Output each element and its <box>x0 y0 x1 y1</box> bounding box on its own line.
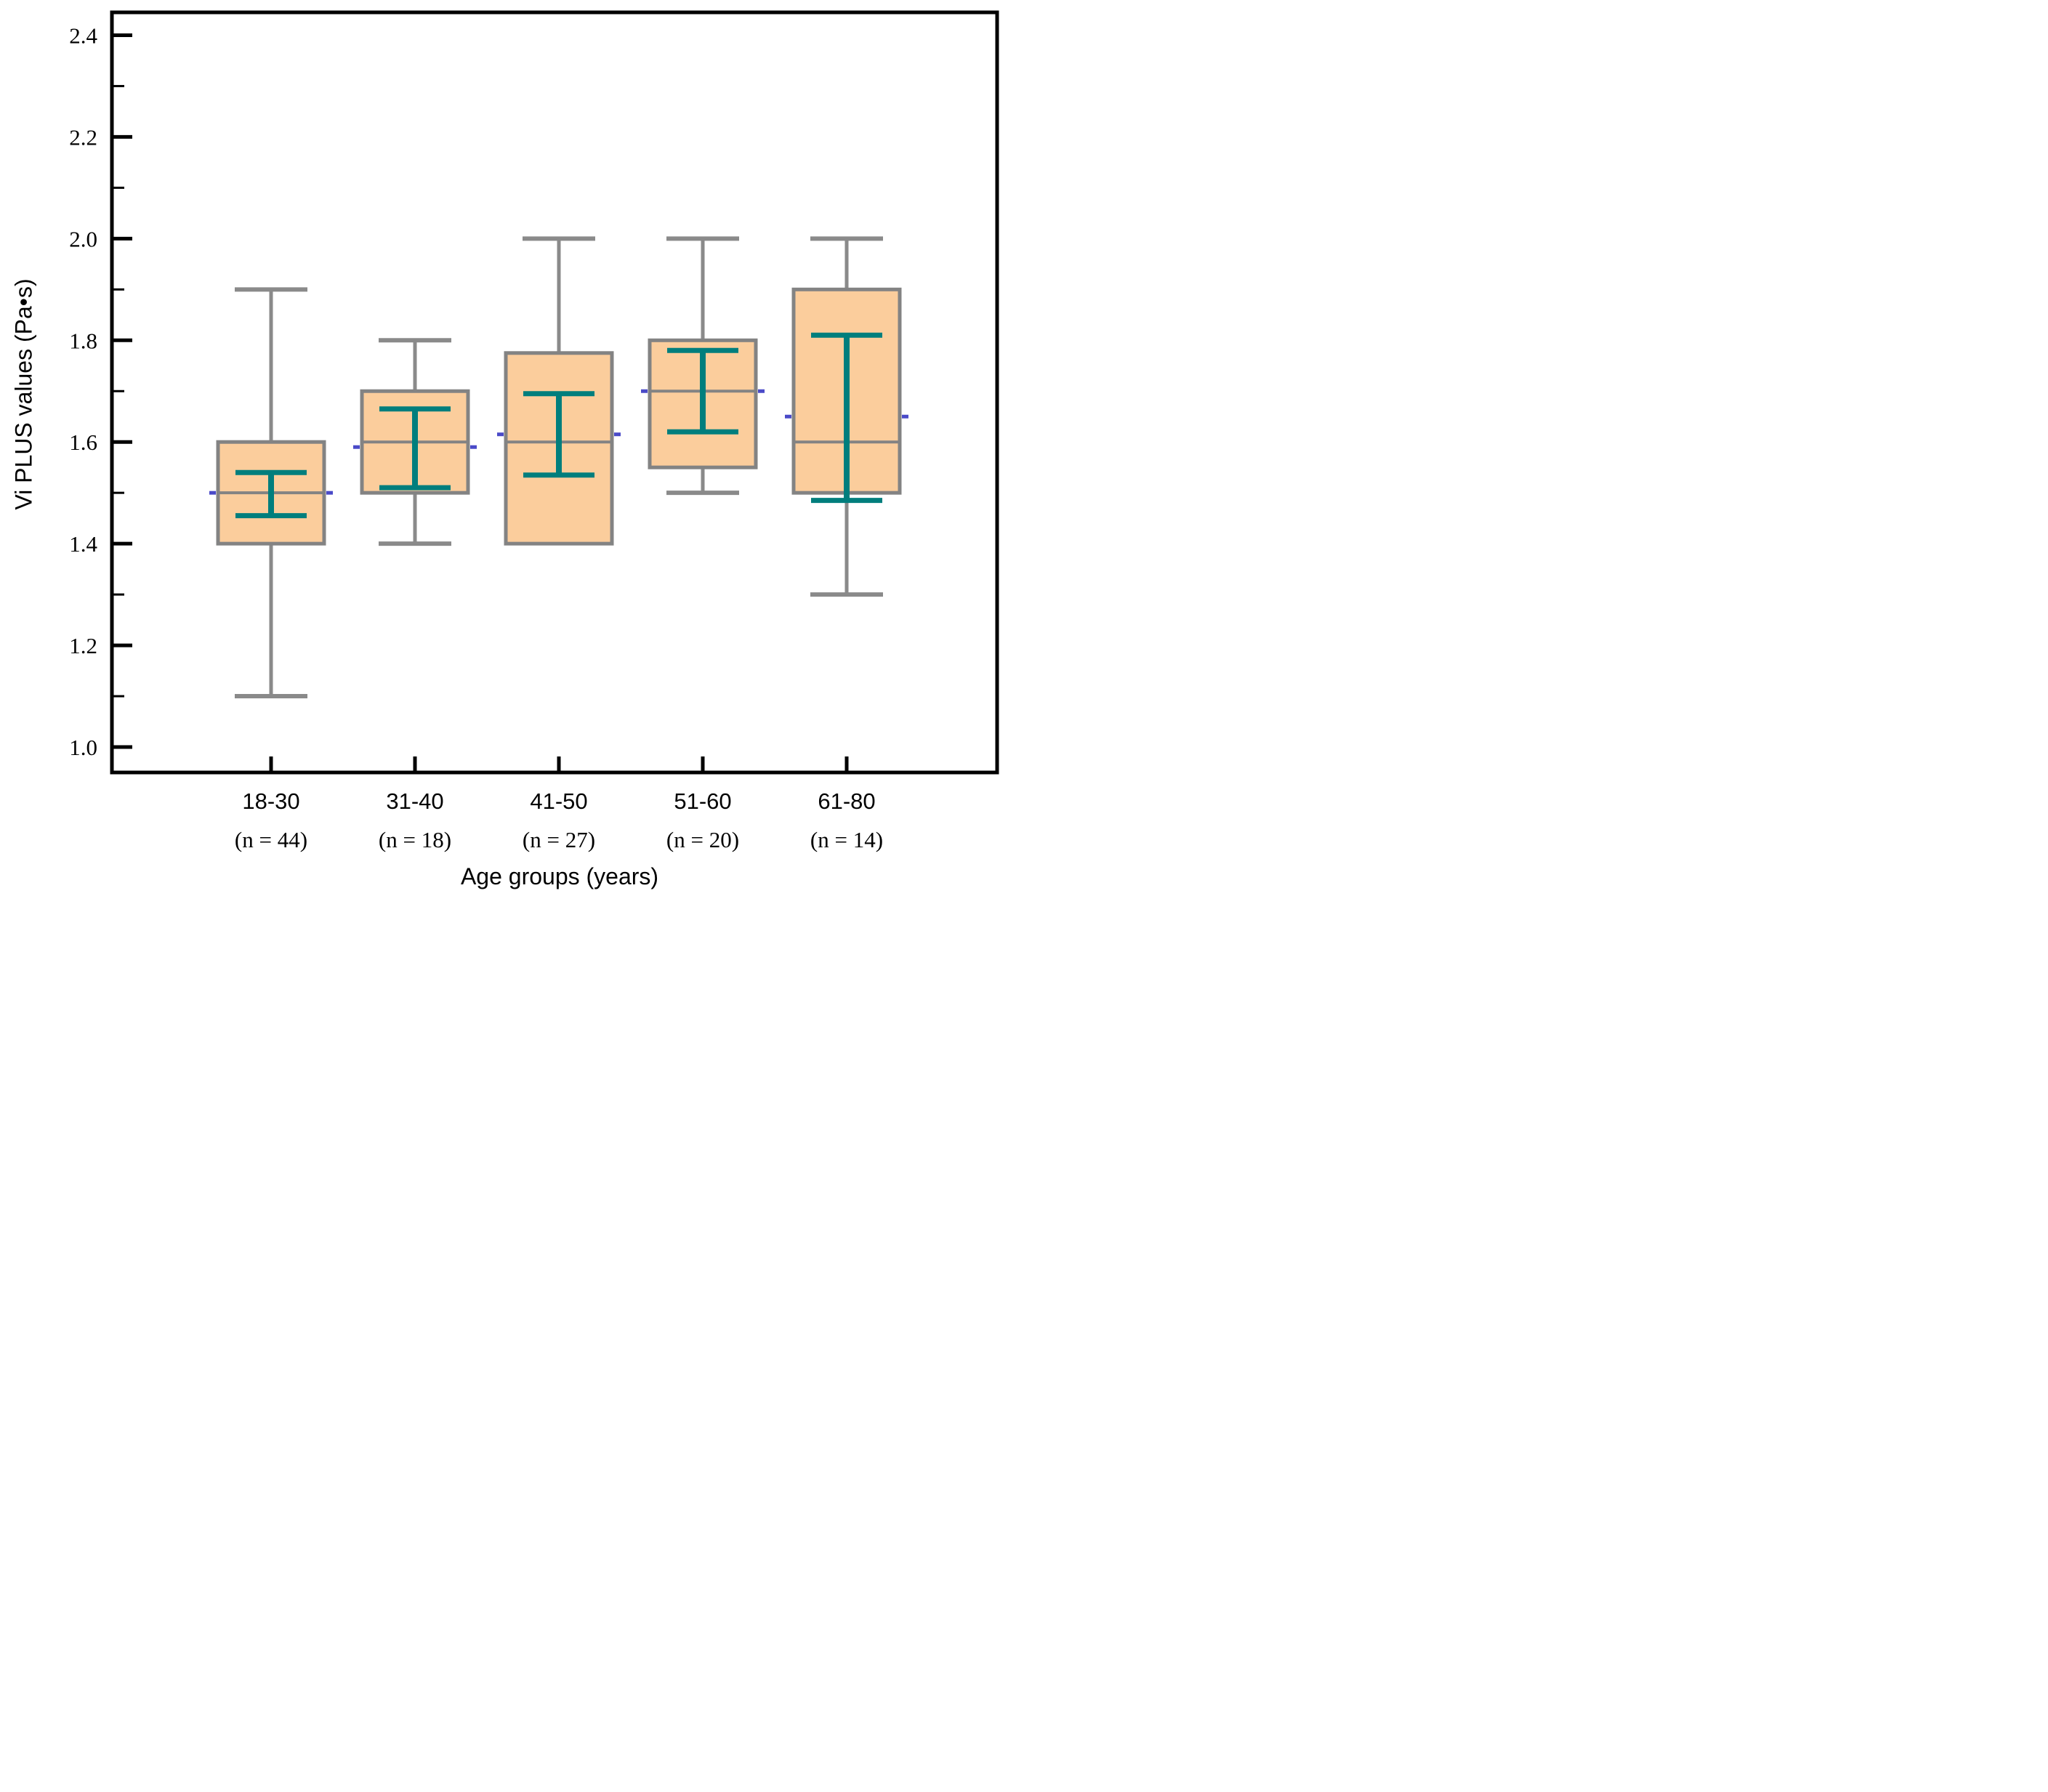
x-axis-title: Age groups (years) <box>460 863 659 889</box>
sample-size-label: (n = 14) <box>810 827 883 852</box>
category-label: 51-60 <box>674 788 731 814</box>
plot-svg: 1.0 1.2 1.4 1.6 1.8 2.0 2.2 2.4 18-30 (n = 44) 31-… <box>69 10 999 852</box>
sample-size-label: (n = 18) <box>379 827 451 852</box>
y-tick-label: 1.4 <box>69 531 97 557</box>
y-tick-label: 1.6 <box>69 429 97 455</box>
box-group-31-40: 31-40 (n = 18) <box>353 338 477 852</box>
box-group-61-80: 61-80 (n = 14) <box>785 236 908 852</box>
box-group-41-50: 41-50 (n = 27) <box>497 236 621 852</box>
boxplot-figure: 1.0 1.2 1.4 1.6 1.8 2.0 2.2 2.4 18-30 (n = 44) 31-… <box>0 0 1024 896</box>
y-axis-title: Vi PLUS values (Pa•s) <box>10 278 37 510</box>
sample-size-label: (n = 20) <box>666 827 739 852</box>
category-label: 41-50 <box>530 788 587 814</box>
plot-frame <box>110 10 999 775</box>
box-group-51-60: 51-60 (n = 20) <box>641 236 765 852</box>
y-tick-label: 1.0 <box>69 735 97 760</box>
y-tick-label: 2.0 <box>69 226 97 251</box>
y-tick-label: 2.2 <box>69 124 97 150</box>
box-group-18-30: 18-30 (n = 44) <box>209 287 333 852</box>
y-tick-label: 1.8 <box>69 328 97 353</box>
sample-size-label: (n = 44) <box>235 827 307 852</box>
category-label: 31-40 <box>386 788 443 814</box>
category-label: 61-80 <box>818 788 875 814</box>
y-tick-label: 2.4 <box>69 23 97 48</box>
category-label: 18-30 <box>242 788 299 814</box>
sample-size-label: (n = 27) <box>523 827 595 852</box>
y-tick-label: 1.2 <box>69 633 97 658</box>
